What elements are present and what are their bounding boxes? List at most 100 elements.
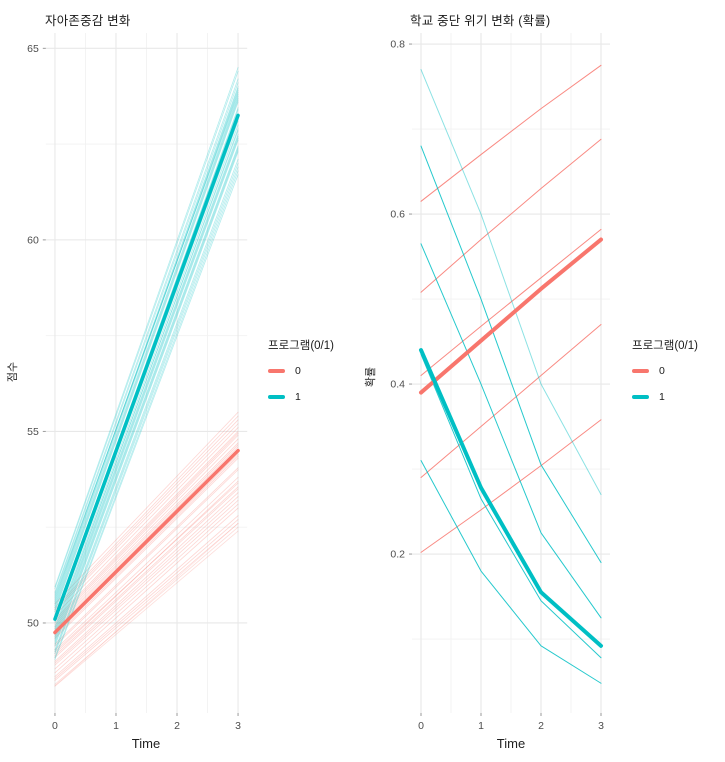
self-esteem-chart-canvas: 0 1 2 3 50 55 60 65 xyxy=(27,33,248,732)
series-line-program-0-individual xyxy=(420,64,602,202)
series-line-program-0-individual xyxy=(54,444,239,630)
x-tick-label: 1 xyxy=(478,720,484,732)
legend-label-group1: 1 xyxy=(659,391,665,403)
series-line-program-0-individual xyxy=(54,467,239,645)
series-line-program-0-individual xyxy=(54,492,239,662)
series-line-program-1-individual xyxy=(54,82,239,595)
series-line-program-1-individual xyxy=(54,136,239,635)
series-line-program-0-individual xyxy=(54,522,239,681)
y-tick-label: 55 xyxy=(27,426,39,438)
series-line-program-0-individual xyxy=(54,499,239,666)
group1-line-swatch-icon xyxy=(632,395,649,399)
series-line-program-1-mean xyxy=(53,113,240,621)
series-line-program-1-individual xyxy=(54,149,239,645)
legend-item-group0: 0 xyxy=(268,358,334,384)
series-line-program-0-individual xyxy=(54,526,239,685)
series-line-program-0-individual xyxy=(420,324,602,479)
series-line-program-0-mean xyxy=(53,448,240,635)
series-line-program-1-individual xyxy=(54,88,239,603)
legend-label-group0: 0 xyxy=(295,365,301,377)
chart-title-dropout-risk: 학교 중단 위기 변화 (확률) xyxy=(410,14,551,28)
series-line-program-0-individual xyxy=(54,480,239,655)
y-tick-label: 0.2 xyxy=(390,549,405,561)
x-tick-label: 3 xyxy=(598,720,604,732)
series-line-program-1-individual xyxy=(54,137,239,637)
series-line-program-0-individual xyxy=(420,138,602,293)
series-line-program-0-individual xyxy=(54,411,239,605)
series-line-program-1-individual xyxy=(54,166,239,655)
y-tick-label: 0.8 xyxy=(390,39,405,51)
x-tick-label: 0 xyxy=(418,720,424,732)
series-line-program-0-individual xyxy=(54,486,239,656)
y-axis-title-score: 점수 xyxy=(7,361,19,383)
series-line-program-0-individual xyxy=(54,488,239,658)
y-axis-title-probability: 확률 xyxy=(365,366,377,388)
y-tick-label: 65 xyxy=(27,43,39,55)
series-line-program-0-individual xyxy=(54,530,239,687)
series-line-program-1-individual xyxy=(54,101,239,612)
series-line-program-0-individual xyxy=(54,507,239,674)
series-line-program-1-individual xyxy=(54,151,239,647)
series-line-program-1-individual xyxy=(54,99,239,610)
series-line-program-1-individual xyxy=(54,162,239,653)
series-line-program-1-individual xyxy=(54,90,239,605)
legend-title: 프로그램(0/1) xyxy=(632,340,698,352)
series-line-program-1-individual xyxy=(54,145,239,641)
series-line-program-0-individual xyxy=(54,438,239,626)
series-line-program-1-mean xyxy=(419,348,603,648)
series-line-program-0-individual xyxy=(54,419,239,610)
series-line-program-0-individual xyxy=(54,515,239,678)
series-line-program-0-individual xyxy=(420,419,602,553)
y-tick-label: 50 xyxy=(27,617,39,629)
group0-line-swatch-icon xyxy=(632,369,649,373)
series-line-program-1-individual xyxy=(54,159,239,651)
legend-item-group1: 1 xyxy=(268,384,334,410)
series-line-program-0-individual xyxy=(54,476,239,651)
series-line-program-1-individual xyxy=(420,69,602,496)
series-line-program-0-mean xyxy=(419,237,603,395)
chart-title-self-esteem: 자아존중감 변화 xyxy=(45,14,131,28)
group0-line-swatch-icon xyxy=(268,369,285,373)
series-line-program-0-individual xyxy=(54,519,239,679)
series-line-program-1-individual xyxy=(54,97,239,609)
legend-label-group1: 1 xyxy=(295,391,301,403)
series-line-program-0-individual xyxy=(54,427,239,616)
series-line-program-0-individual xyxy=(54,432,239,622)
series-line-program-0-individual xyxy=(54,455,239,637)
series-line-program-0-individual xyxy=(54,423,239,612)
series-line-program-1-individual xyxy=(54,78,239,593)
x-tick-label: 3 xyxy=(235,720,241,732)
x-tick-label: 2 xyxy=(174,720,180,732)
x-axis-title-time-right: Time xyxy=(496,736,526,751)
series-line-program-0-individual xyxy=(54,469,239,647)
series-line-program-0-individual xyxy=(54,503,239,670)
series-line-program-1-individual xyxy=(54,130,239,630)
x-axis-title-time-left: Time xyxy=(131,736,161,751)
series-line-program-1-individual xyxy=(54,70,239,589)
legend-right: 프로그램(0/1) 0 1 xyxy=(632,337,698,410)
series-line-program-1-individual xyxy=(420,353,602,659)
series-line-program-0-individual xyxy=(54,457,239,639)
series-line-program-0-individual xyxy=(54,431,239,620)
series-line-program-1-individual xyxy=(54,93,239,597)
legend-left: 프로그램(0/1) 0 1 xyxy=(268,337,334,410)
series-line-program-1-individual xyxy=(54,86,239,601)
series-line-program-0-individual xyxy=(54,415,239,609)
series-line-program-1-individual xyxy=(54,95,239,607)
series-line-program-1-individual xyxy=(54,91,239,599)
series-line-program-0-individual xyxy=(54,522,239,687)
legend-item-group0: 0 xyxy=(632,358,698,384)
series-line-program-1-individual xyxy=(420,243,602,619)
series-line-program-1-individual xyxy=(54,147,239,643)
series-line-program-1-individual xyxy=(54,134,239,633)
series-line-program-1-individual xyxy=(54,124,239,628)
series-line-program-1-individual xyxy=(420,145,602,564)
legend-item-group1: 1 xyxy=(632,384,698,410)
series-line-program-1-individual xyxy=(54,67,239,587)
x-tick-label: 1 xyxy=(113,720,119,732)
series-line-program-1-individual xyxy=(54,139,239,639)
legend-title: 프로그램(0/1) xyxy=(268,340,334,352)
series-line-program-0-individual xyxy=(54,442,239,628)
series-line-program-1-individual xyxy=(54,170,239,658)
